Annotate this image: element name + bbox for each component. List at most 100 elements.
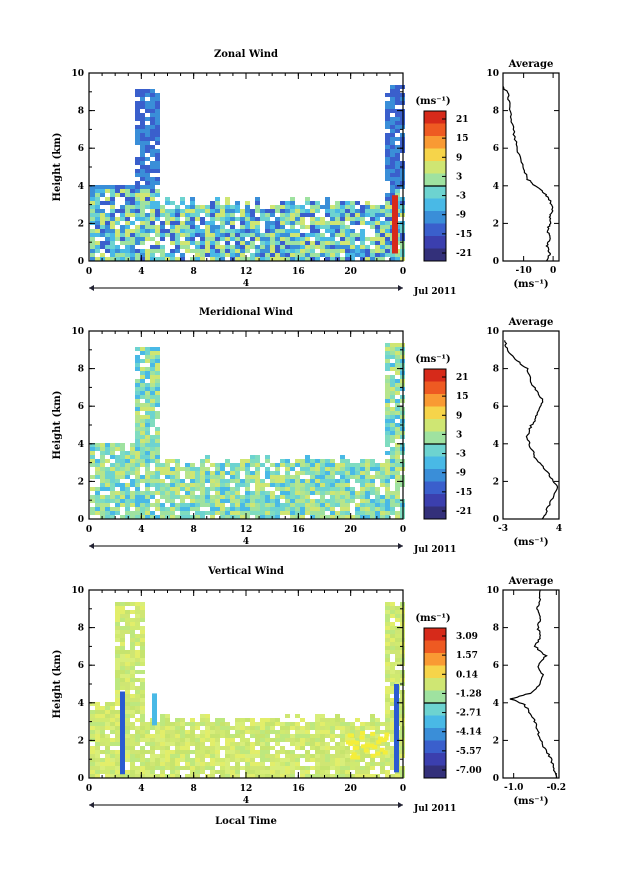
colorbar-tick-label: 3 [456,430,462,440]
colorbar-tick-label: 15 [456,392,469,402]
y-tick-label: 8 [78,107,84,117]
colorbar-tick-label: 9 [456,411,462,421]
colorbar-tick-label: -15 [456,488,472,498]
avg-y-tick-label: 2 [493,477,499,487]
avg-y-tick-label: 10 [486,327,499,337]
y-tick-label: 0 [78,515,84,525]
avg-y-tick-label: 0 [493,515,499,525]
avg-x-tick-label: -1.0 [504,783,523,793]
avg-y-tick-label: 6 [493,402,499,412]
y-tick-label: 10 [71,327,84,337]
y-tick-label: 6 [78,661,84,671]
x-tick-label: 20 [344,525,357,535]
colorbar-segment [424,740,446,754]
colorbar-segment [424,111,446,124]
y-axis-label: Height (km) [52,650,63,719]
x-tick-label: 12 [240,525,253,535]
avg-x-unit: (ms⁻¹) [513,537,548,548]
day-bar-arrow [89,543,94,549]
colorbar-segment [424,653,446,666]
colorbar-tick-label: -7.00 [456,766,482,776]
colorbar-segment [424,678,446,691]
x-tick-label: 8 [191,525,197,535]
y-tick-label: 6 [78,144,84,154]
day-bar-arrow [398,285,403,291]
colorbar-segment [424,186,446,199]
avg-y-tick-label: 8 [493,624,499,634]
avg-y-tick-label: 4 [493,182,499,192]
average-title: Average [508,576,554,587]
colorbar-segment [424,148,446,162]
y-tick-label: 4 [78,699,84,709]
y-tick-label: 2 [78,219,84,229]
colorbar-tick-label: -3 [456,192,466,202]
avg-y-tick-label: 6 [493,144,499,154]
panel-title: Vertical Wind [207,566,284,577]
x-tick-label: 4 [138,525,144,535]
colorbar-tick-label: -2.71 [456,709,482,719]
colorbar-tick-label: 3.09 [456,632,478,642]
colorbar-segment [424,198,446,212]
colorbar-segment [424,248,446,262]
heatmap-field [90,85,405,261]
avg-y-tick-label: 4 [493,699,499,709]
y-tick-label: 0 [78,774,84,784]
y-tick-label: 8 [78,365,84,375]
x-tick-label: 8 [191,784,197,794]
avg-y-tick-label: 0 [493,774,499,784]
colorbar-tick-label: 3 [456,172,462,182]
x-tick-label: 0 [400,267,406,277]
avg-x-tick-label: 0 [550,266,556,276]
colorbar-segment [424,765,446,779]
average-plot-frame [502,72,560,262]
avg-x-tick-label: -0.2 [547,783,566,793]
average-profile-line [509,589,558,779]
avg-x-unit: (ms⁻¹) [513,796,548,807]
heatmap-field [90,602,405,778]
colorbar-segment [424,223,446,237]
colorbar-segment [424,406,446,420]
downdraft-streak [394,684,399,773]
colorbar-segment [424,211,446,224]
downdraft-streak [152,693,157,726]
colorbar-segment [424,431,446,445]
colorbar-segment [424,640,446,654]
colorbar-tick-label: 21 [456,373,469,383]
date-label: Jul 2011 [413,287,456,297]
avg-y-tick-label: 2 [493,219,499,229]
y-tick-label: 0 [78,257,84,267]
colorbar-segment [424,715,446,729]
x-tick-label: 16 [292,784,305,794]
colorbar-tick-label: -9 [456,211,466,221]
y-tick-label: 10 [71,586,84,596]
x-tick-label: 16 [292,525,305,535]
avg-x-unit: (ms⁻¹) [513,279,548,290]
avg-y-tick-label: 10 [486,586,499,596]
colorbar-tick-label: -21 [456,507,472,517]
colorbar-segment [424,703,446,716]
colorbar-tick-label: 0.14 [456,670,478,680]
day-bar-arrow [89,285,94,291]
colorbar-tick-label: -3 [456,450,466,460]
day-bar-arrow [89,802,94,808]
x-tick-label: 0 [400,784,406,794]
colorbar-tick-label: -21 [456,249,472,259]
x-tick-label: 12 [240,784,253,794]
colorbar-segment [424,665,446,679]
y-tick-label: 10 [71,69,84,79]
colorbar-segment [424,369,446,382]
colorbar-unit-label: (ms⁻¹) [415,354,450,365]
x-tick-label: 12 [240,267,253,277]
colorbar-segment [424,494,446,507]
y-tick-label: 8 [78,624,84,634]
day-label: 4 [243,537,249,547]
x-tick-label: 20 [344,267,357,277]
avg-y-tick-label: 6 [493,661,499,671]
avg-y-tick-label: 0 [493,257,499,267]
y-axis-label: Height (km) [52,391,63,460]
avg-x-tick-label: -10 [515,266,531,276]
colorbar-segment [424,456,446,470]
average-plot-frame [502,589,560,779]
y-tick-label: 4 [78,182,84,192]
colorbar-segment [424,506,446,520]
